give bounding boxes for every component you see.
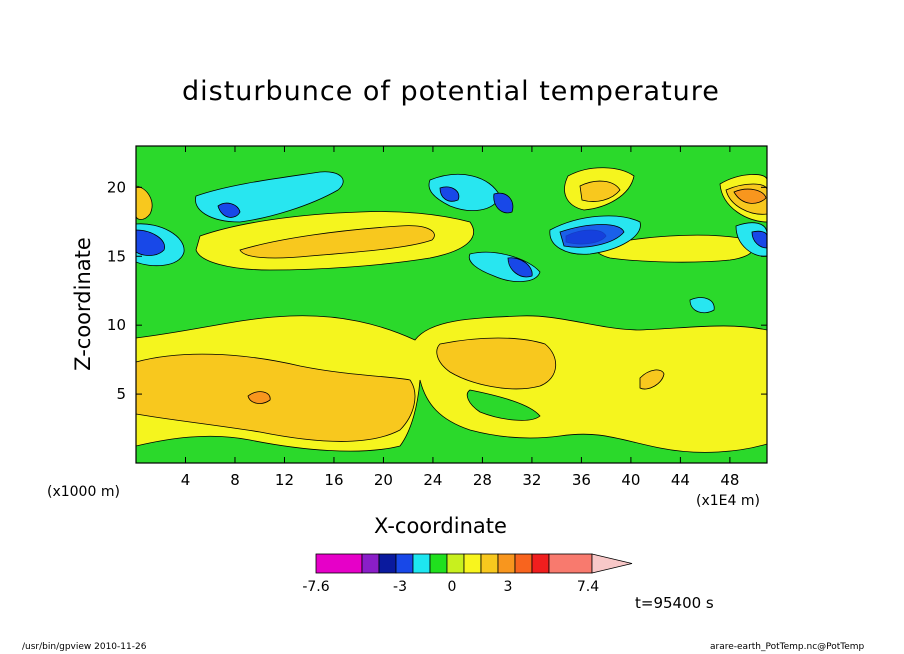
colorbar: -7.6 -3 0 3 7.4	[302, 553, 633, 595]
contour-yellow-right	[596, 234, 754, 263]
colorbar-label: 7.4	[577, 579, 599, 595]
x-tick-label: 8	[230, 471, 240, 489]
colorbar-swatch	[361, 553, 380, 574]
x-tick-label: 20	[374, 471, 393, 489]
colorbar-swatch	[446, 553, 465, 574]
y-tick-label: 15	[107, 247, 126, 265]
x-axis-unit-right: (x1E4 m)	[696, 493, 760, 509]
contour-green-patch	[466, 389, 541, 421]
contour-blue-far-right	[751, 230, 767, 249]
contour-darkorange-right-top	[733, 188, 767, 204]
colorbar-label: -3	[393, 579, 407, 595]
x-tick-label: 4	[181, 471, 191, 489]
y-tick-label: 10	[107, 316, 126, 334]
x-axis: 4 8 12 16 20 24 28 32 36 40 44 48	[181, 146, 739, 489]
colorbar-swatch	[395, 553, 414, 574]
footer-source: arare-earth_PotTemp.nc@PotTemp	[710, 642, 865, 652]
colorbar-label: 0	[448, 579, 457, 595]
contour-red-dot	[247, 391, 271, 404]
colorbar-swatch	[480, 553, 499, 574]
contour-orange-top-right	[579, 180, 621, 202]
contour-orange-lower	[136, 353, 416, 442]
colorbar-label: 3	[504, 579, 513, 595]
contour-orange-upper	[239, 225, 435, 259]
plot-area	[136, 146, 767, 463]
footer-program: /usr/bin/gpview 2010-11-26	[22, 642, 147, 652]
colorbar-swatch	[378, 553, 397, 574]
colorbar-arrow	[591, 553, 633, 574]
x-tick-label: 12	[275, 471, 294, 489]
colorbar-swatch	[412, 553, 431, 574]
contour-blue-center	[493, 192, 514, 214]
x-tick-label: 36	[572, 471, 591, 489]
contour-blue-center-low	[507, 257, 533, 278]
colorbar-swatch	[514, 553, 533, 574]
contour-blue-mid	[439, 186, 460, 202]
x-tick-label: 24	[423, 471, 442, 489]
contour-green-lower	[136, 379, 767, 463]
y-tick-label: 5	[116, 385, 126, 403]
x-tick-label: 28	[473, 471, 492, 489]
y-tick-label: 20	[107, 178, 126, 196]
x-tick-label: 48	[720, 471, 739, 489]
contour-orange-far-right	[639, 369, 665, 390]
contour-blue-left	[136, 229, 165, 256]
time-annotation: t=95400 s	[635, 594, 714, 612]
colorbar-swatch	[429, 553, 448, 574]
x-axis-unit-left: (x1000 m)	[47, 484, 120, 500]
y-axis: 5 10 15 20	[107, 178, 767, 403]
colorbar-swatch	[463, 553, 482, 574]
x-tick-label: 16	[324, 471, 343, 489]
plot-frame	[135, 145, 768, 464]
contour-orange-right	[436, 337, 557, 390]
colorbar-swatch	[497, 553, 516, 574]
colorbar-swatch	[531, 553, 550, 574]
x-tick-label: 40	[621, 471, 640, 489]
colorbar-label: -7.6	[302, 579, 329, 595]
colorbar-swatch	[548, 553, 593, 574]
contour-orange-left-top	[136, 185, 153, 220]
chart-title: disturbunce of potential temperature	[182, 76, 720, 107]
contour-blue-right	[559, 224, 625, 248]
contour-cyan-mid	[428, 173, 501, 211]
colorbar-swatch	[315, 553, 363, 574]
x-tick-label: 44	[671, 471, 690, 489]
x-axis-label: X-coordinate	[374, 514, 507, 538]
contour-cyan-small	[689, 297, 715, 314]
contour-blue-upper	[217, 202, 241, 218]
x-tick-label: 32	[522, 471, 541, 489]
